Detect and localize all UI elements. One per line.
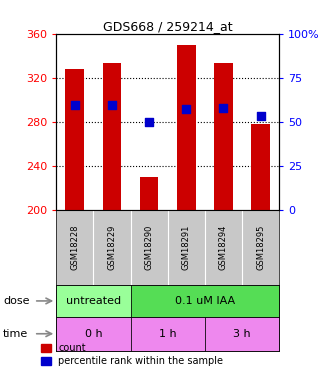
Text: GSM18228: GSM18228 [70,225,79,270]
Text: time: time [3,329,29,339]
Text: dose: dose [3,296,30,306]
Text: GSM18291: GSM18291 [182,225,191,270]
Bar [140,177,159,210]
Point [72,102,77,108]
FancyBboxPatch shape [205,317,279,351]
Point [221,105,226,111]
Point [109,102,115,108]
Text: GSM18229: GSM18229 [108,225,117,270]
Text: GSM18294: GSM18294 [219,225,228,270]
Point [147,119,152,125]
Bar [65,69,84,210]
Bar [103,63,121,210]
Text: 3 h: 3 h [233,329,251,339]
FancyBboxPatch shape [131,285,279,317]
FancyBboxPatch shape [131,317,205,351]
Bar [177,45,195,210]
Text: GSM18295: GSM18295 [256,225,265,270]
Point [184,106,189,112]
Title: GDS668 / 259214_at: GDS668 / 259214_at [103,20,232,33]
FancyBboxPatch shape [56,285,131,317]
Point [258,113,263,119]
FancyBboxPatch shape [56,317,131,351]
Text: 0.1 uM IAA: 0.1 uM IAA [175,296,235,306]
Text: untreated: untreated [66,296,121,306]
Text: 1 h: 1 h [159,329,177,339]
Text: GSM18290: GSM18290 [145,225,154,270]
Legend: count, percentile rank within the sample: count, percentile rank within the sample [37,339,227,370]
Bar [214,63,233,210]
Bar [251,124,270,210]
Text: 0 h: 0 h [84,329,102,339]
